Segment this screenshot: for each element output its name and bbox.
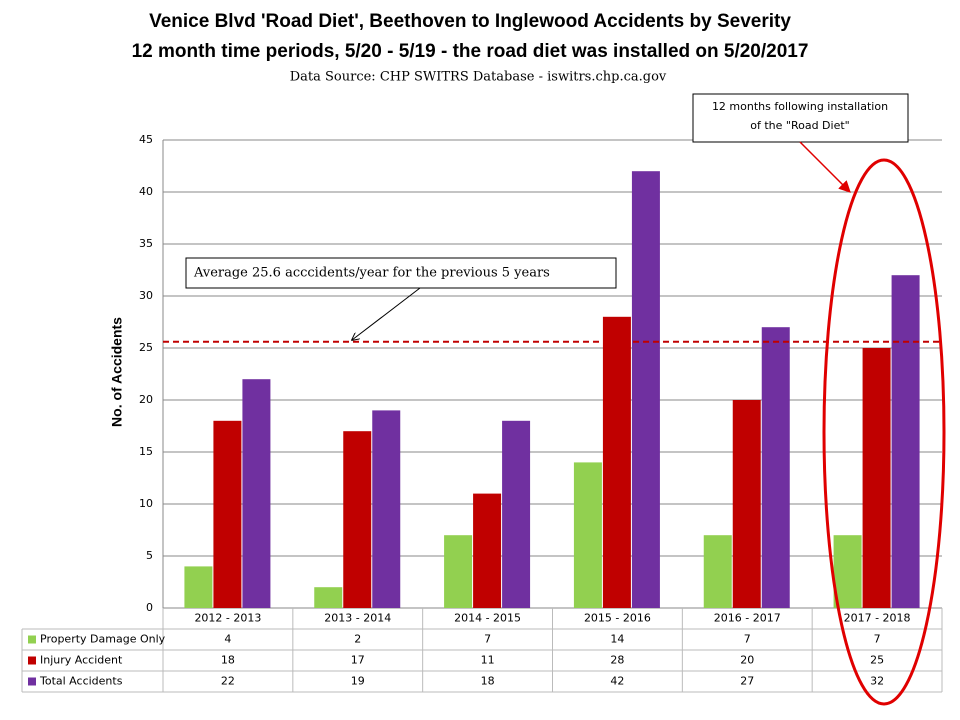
legend-label: Injury Accident — [40, 654, 123, 667]
annotation: of the "Road Diet" — [750, 119, 849, 132]
table-cell: 4 — [224, 633, 231, 646]
table-cell: 2 — [354, 633, 361, 646]
bar — [343, 431, 372, 608]
y-tick-label: 15 — [139, 445, 153, 458]
bar — [602, 316, 631, 608]
table-cell: 19 — [351, 675, 365, 688]
y-tick-label: 20 — [139, 393, 153, 406]
annotation: 12 months following installation — [712, 100, 888, 113]
bar — [761, 327, 790, 608]
y-tick-label: 40 — [139, 185, 153, 198]
table-cell: 32 — [870, 675, 884, 688]
chart-title: Venice Blvd 'Road Diet', Beethoven to In… — [149, 11, 791, 32]
bar — [213, 420, 242, 608]
table-cell: 42 — [610, 675, 624, 688]
x-tick-label: 2016 - 2017 — [714, 612, 781, 625]
table-cell: 14 — [610, 633, 624, 646]
x-tick-label: 2013 - 2014 — [324, 612, 391, 625]
bar — [631, 171, 660, 608]
y-tick-label: 35 — [139, 237, 153, 250]
bar — [444, 535, 473, 608]
table-cell: 20 — [740, 654, 754, 667]
bar — [573, 462, 602, 608]
table-cell: 22 — [221, 675, 235, 688]
legend-label: Property Damage Only — [40, 633, 166, 646]
table-cell: 27 — [740, 675, 754, 688]
y-axis-label: No. of Accidents — [109, 317, 125, 427]
bar — [833, 535, 862, 608]
plot: 0 5 10 15 20 25 30 35 40 45 2012 - 2013 4 18 22 2013 -… — [21, 133, 943, 693]
x-tick-label: 2015 - 2016 — [584, 612, 651, 625]
source: Data Source: CHP SWITRS Database - iswit… — [290, 70, 667, 85]
highlight-ellipse — [822, 158, 946, 706]
annotation: Average 25.6 acccidents/year for the pre… — [193, 266, 550, 281]
annotation-box — [692, 93, 909, 143]
x-tick-label: 2014 - 2015 — [454, 612, 521, 625]
y-tick-label: 30 — [139, 289, 153, 302]
bar — [502, 420, 531, 608]
bar — [703, 535, 732, 608]
legend-swatch — [28, 635, 36, 644]
bar — [891, 275, 920, 608]
table-cell: 28 — [610, 654, 624, 667]
table-cell: 18 — [481, 675, 495, 688]
legend-swatch — [28, 656, 36, 665]
table-cell: 25 — [870, 654, 884, 667]
legend-swatch — [28, 677, 36, 686]
y-tick-label: 10 — [139, 497, 153, 510]
table-cell: 7 — [874, 633, 881, 646]
annotation-arrow — [799, 141, 851, 193]
y-tick-label: 0 — [146, 601, 153, 614]
legend-label: Total Accidents — [39, 675, 123, 688]
annotation-arrow — [352, 287, 421, 340]
bar — [862, 348, 891, 608]
x-tick-label: 2012 - 2013 — [194, 612, 261, 625]
x-tick-label: 2017 - 2018 — [844, 612, 911, 625]
table-cell: 17 — [351, 654, 365, 667]
table-cell: 18 — [221, 654, 235, 667]
y-tick-label: 5 — [146, 549, 153, 562]
y-tick-label: 45 — [139, 133, 153, 146]
bar — [242, 379, 271, 608]
table-cell: 7 — [744, 633, 751, 646]
table-cell: 11 — [481, 654, 495, 667]
table-cell: 7 — [484, 633, 491, 646]
bar — [372, 410, 401, 608]
y-tick-label: 25 — [139, 341, 153, 354]
chart-subtitle: 12 month time periods, 5/20 - 5/19 - the… — [132, 41, 809, 62]
bar — [732, 400, 761, 608]
bar — [184, 566, 213, 608]
bar — [314, 587, 343, 608]
annotation-box — [185, 257, 617, 289]
bar — [473, 493, 502, 608]
